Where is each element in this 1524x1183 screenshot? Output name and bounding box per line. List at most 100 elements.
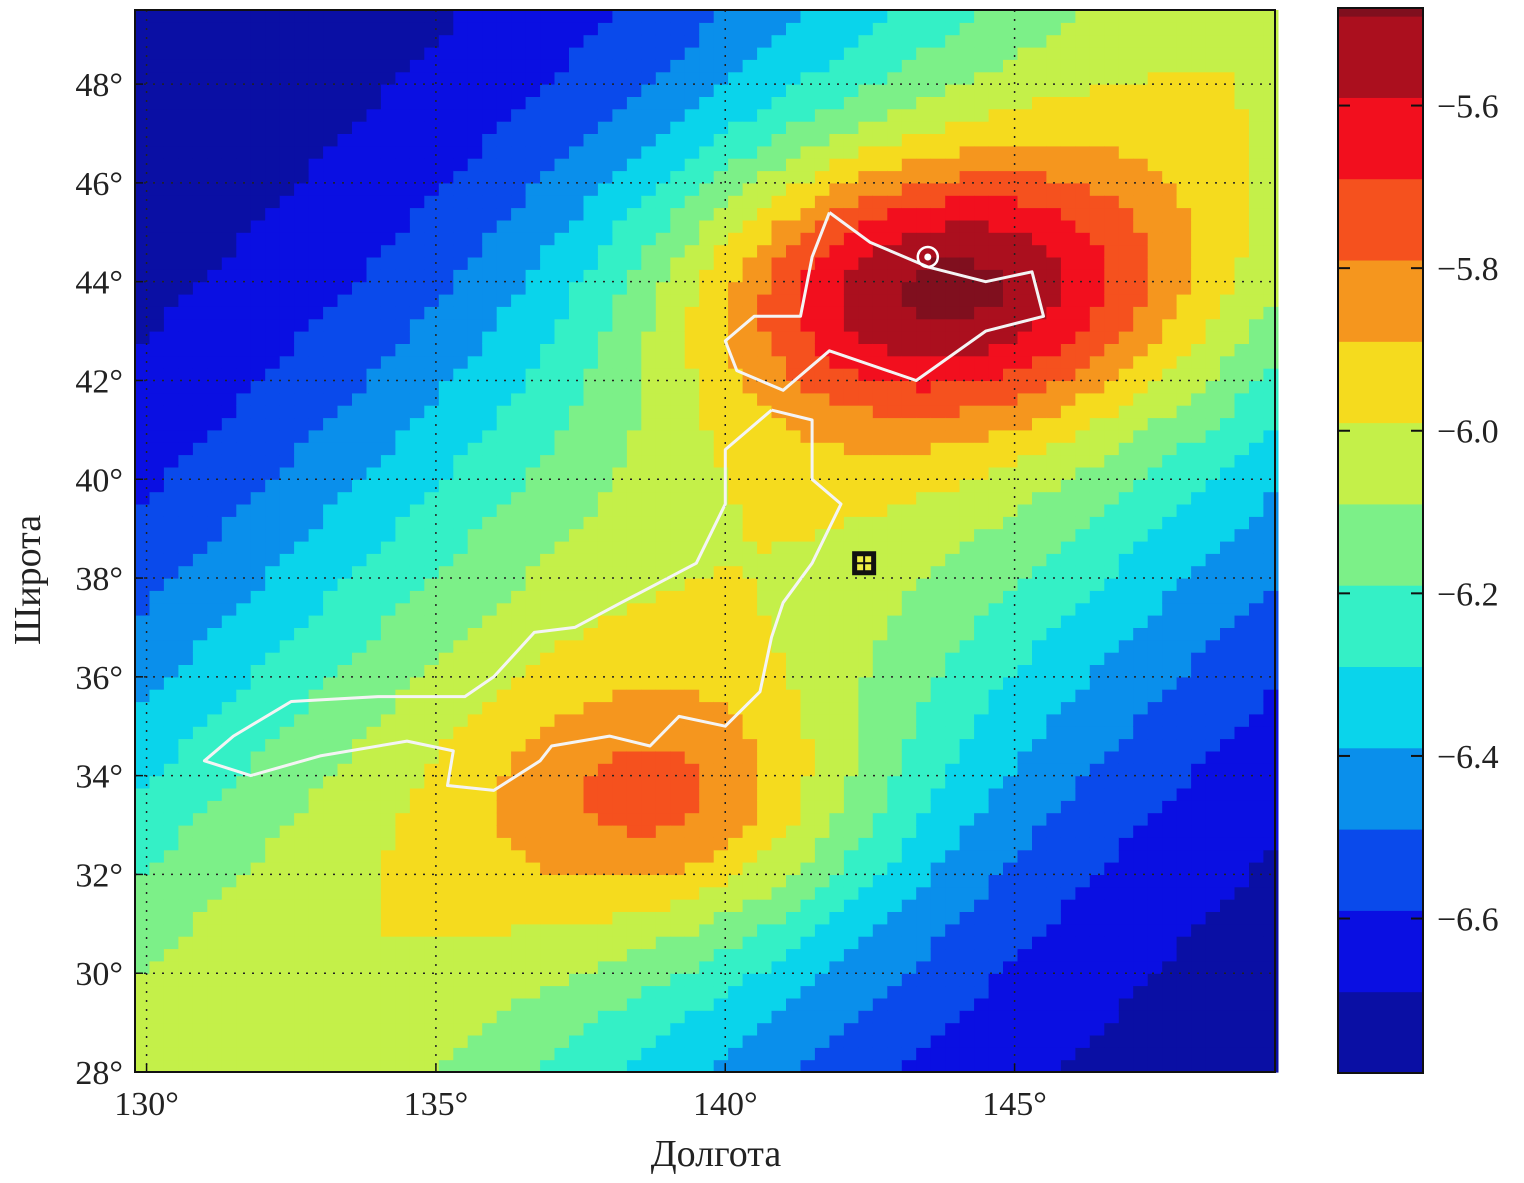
field-cell: [540, 936, 556, 950]
field-cell: [395, 170, 411, 184]
field-cell: [800, 232, 816, 246]
field-cell: [511, 343, 527, 357]
field-cell: [511, 219, 527, 233]
field-cell: [612, 948, 628, 962]
field-cell: [236, 244, 252, 258]
field-cell: [467, 331, 483, 344]
field-cell: [829, 726, 845, 740]
field-cell: [511, 516, 527, 530]
field-cell: [829, 281, 845, 295]
field-cell: [352, 10, 368, 23]
field-cell: [409, 368, 425, 381]
field-cell: [945, 244, 961, 258]
field-cell: [670, 121, 686, 134]
field-cell: [163, 862, 179, 875]
field-cell: [135, 615, 151, 628]
field-cell: [496, 34, 512, 48]
field-cell: [409, 158, 425, 172]
field-cell: [352, 775, 368, 789]
field-cell: [221, 713, 237, 727]
field-cell: [800, 133, 816, 147]
field-cell: [294, 1010, 310, 1024]
field-cell: [482, 911, 498, 925]
field-cell: [467, 911, 483, 925]
field-cell: [742, 59, 758, 73]
field-cell: [294, 466, 310, 480]
field-cell: [583, 800, 599, 814]
field-cell: [366, 664, 382, 678]
field-cell: [511, 1059, 527, 1073]
field-cell: [670, 392, 686, 406]
field-cell: [742, 244, 758, 258]
field-cell: [178, 392, 194, 406]
field-cell: [858, 837, 874, 851]
field-cell: [221, 207, 237, 221]
field-cell: [569, 899, 585, 912]
field-cell: [583, 491, 599, 505]
field-cell: [655, 380, 671, 394]
field-cell: [511, 1010, 527, 1024]
field-cell: [612, 812, 628, 826]
field-cell: [467, 1022, 483, 1036]
field-cell: [221, 899, 237, 912]
field-cell: [554, 318, 570, 332]
field-cell: [786, 676, 802, 690]
field-cell: [221, 565, 237, 579]
field-cell: [684, 22, 700, 36]
field-cell: [279, 96, 295, 110]
field-cell: [612, 121, 628, 134]
field-cell: [872, 10, 888, 23]
field-cell: [409, 257, 425, 270]
field-cell: [742, 763, 758, 777]
field-cell: [178, 1059, 194, 1073]
field-cell: [438, 874, 454, 888]
field-cell: [380, 862, 396, 875]
field-cell: [626, 615, 642, 628]
field-cell: [757, 763, 773, 777]
field-cell: [569, 849, 585, 863]
field-cell: [207, 676, 223, 690]
field-cell: [554, 750, 570, 764]
field-cell: [699, 269, 715, 283]
field-cell: [641, 800, 657, 814]
field-cell: [742, 269, 758, 283]
field-cell: [916, 590, 932, 604]
field-cell: [699, 244, 715, 258]
field-cell: [583, 565, 599, 579]
field-cell: [945, 442, 961, 456]
field-cell: [265, 281, 281, 295]
field-cell: [713, 1022, 729, 1036]
field-cell: [626, 997, 642, 1011]
field-cell: [569, 232, 585, 246]
field-cell: [438, 899, 454, 912]
field-cell: [380, 84, 396, 97]
field-cell: [323, 627, 339, 641]
field-cell: [236, 405, 252, 419]
field-cell: [612, 615, 628, 628]
field-cell: [872, 22, 888, 36]
field-cell: [713, 182, 729, 196]
field-cell: [294, 763, 310, 777]
field-cell: [612, 84, 628, 97]
field-cell: [424, 71, 440, 85]
field-cell: [352, 1022, 368, 1036]
field-cell: [699, 121, 715, 134]
field-cell: [858, 170, 874, 184]
field-cell: [800, 837, 816, 851]
field-cell: [930, 84, 946, 97]
field-cell: [670, 541, 686, 554]
field-cell: [583, 639, 599, 653]
field-cell: [540, 108, 556, 122]
field-cell: [626, 849, 642, 863]
field-cell: [438, 355, 454, 369]
field-cell: [323, 1022, 339, 1036]
field-cell: [337, 1010, 353, 1024]
field-cell: [308, 491, 324, 505]
field-cell: [337, 713, 353, 727]
field-cell: [265, 565, 281, 579]
field-cell: [684, 429, 700, 443]
field-cell: [380, 491, 396, 505]
field-cell: [308, 553, 324, 567]
field-cell: [554, 973, 570, 987]
field-cell: [453, 368, 469, 381]
